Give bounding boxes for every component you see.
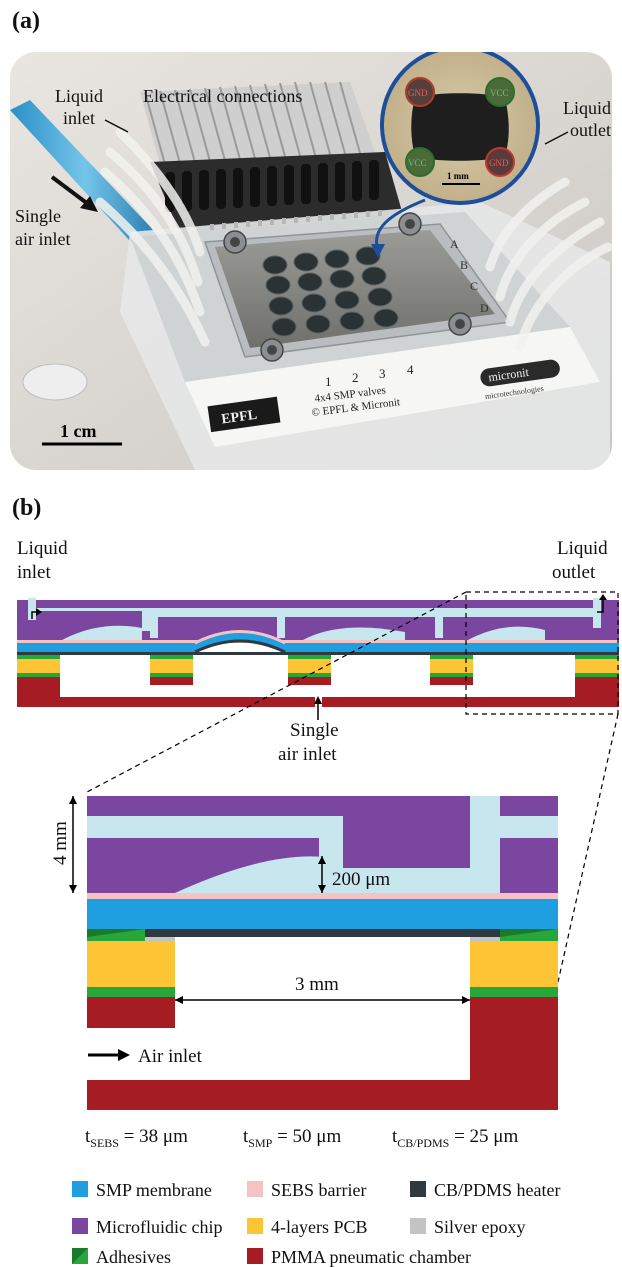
svg-text:A: A <box>450 237 459 251</box>
screws <box>223 212 472 362</box>
overview-channels <box>28 598 601 640</box>
legend-item-sebs-barrier: SEBS barrier <box>247 1180 366 1200</box>
svg-text:PMMA pneumatic chamber: PMMA pneumatic chamber <box>271 1247 471 1267</box>
microscope-inset: GND VCC VCC GND 1 mm <box>380 52 540 205</box>
b-liquid-outlet-label-1: Liquid <box>557 538 608 559</box>
svg-text:D: D <box>480 301 489 315</box>
b-liquid-inlet-label-2: inlet <box>17 562 51 583</box>
column-numbers: 1 2 3 4 <box>325 362 414 389</box>
dim-4mm-label: 4 mm <box>50 821 71 865</box>
single-air-inlet-label-2: air inlet <box>15 229 70 249</box>
cross-section-diagram: Liquid inlet Liquid outlet Single air in… <box>17 538 619 1267</box>
air-inlet-label: Air inlet <box>138 1046 203 1067</box>
epfl-logo: EPFL <box>207 396 281 433</box>
svg-text:EPFL: EPFL <box>221 408 259 428</box>
inset-pointer-arrow <box>375 198 426 251</box>
legend-item-adhesives: Adhesives <box>72 1247 171 1267</box>
svg-text:GND: GND <box>408 88 428 98</box>
panel-b-label: (b) <box>12 495 42 521</box>
air-inlet-arrowhead <box>80 196 98 212</box>
legend: SMP membrane SEBS barrier CB/PDMS heater… <box>72 1180 561 1267</box>
legend-item-microfluidic-chip: Microfluidic chip <box>72 1217 222 1237</box>
svg-text:VCC: VCC <box>490 88 509 98</box>
lens <box>22 363 88 401</box>
legend-item-pmma-chamber: PMMA pneumatic chamber <box>247 1247 471 1267</box>
liquid-inlet-label-1: Liquid <box>55 86 103 106</box>
device-photo: A B C D 1 2 3 4 4x4 SMP valves © EPFL & … <box>10 52 612 470</box>
scale-bar-label: 1 cm <box>60 421 96 441</box>
liquid-inlet-label-2: inlet <box>63 108 95 128</box>
legend-item-silver-epoxy: Silver epoxy <box>410 1217 526 1237</box>
inset-pointer-arrowhead <box>371 244 385 258</box>
detail-pcb-right <box>470 941 558 987</box>
liquid-outlet-tubes <box>485 177 612 352</box>
svg-text:Silver epoxy: Silver epoxy <box>434 1217 526 1237</box>
svg-text:4: 4 <box>407 362 414 377</box>
svg-text:micronit: micronit <box>487 365 530 385</box>
overview-pcb-posts <box>17 655 619 677</box>
b-liquid-inlet-label-1: Liquid <box>17 538 68 559</box>
detail-sebs-barrier <box>87 893 558 899</box>
liquid-outlet-label-1: Liquid <box>563 98 611 118</box>
air-tube <box>10 100 160 252</box>
dim-200um-label: 200 μm <box>332 869 390 890</box>
svg-text:Adhesives: Adhesives <box>96 1247 171 1267</box>
detail-smp-membrane <box>87 899 558 929</box>
svg-text:SMP membrane: SMP membrane <box>96 1180 212 1200</box>
legend-item-4-layers-pcb: 4-layers PCB <box>247 1217 368 1237</box>
svg-text:C: C <box>470 279 478 293</box>
overview-smp-membrane <box>17 631 619 652</box>
b-single-air-label-1: Single <box>290 720 339 741</box>
dim-3mm-label: 3 mm <box>295 974 339 995</box>
valve-grid <box>262 246 399 337</box>
pin-header <box>210 210 382 230</box>
svg-text:4-layers PCB: 4-layers PCB <box>271 1217 368 1237</box>
zoom-line-right <box>557 713 619 983</box>
thickness-cb-pdms: tCB/PDMS = 25 μm <box>392 1126 518 1150</box>
ribbon-cable <box>140 81 405 238</box>
svg-text:2: 2 <box>352 370 359 385</box>
svg-text:B: B <box>460 258 468 272</box>
electrical-connections-label: Electrical connections <box>143 86 302 106</box>
svg-text:VCC: VCC <box>408 158 427 168</box>
liquid-inlet-pointer <box>104 119 129 133</box>
legend-item-cb-pdms-heater: CB/PDMS heater <box>410 1180 561 1200</box>
svg-text:1: 1 <box>325 374 332 389</box>
liquid-inlet-tubes <box>95 127 210 347</box>
single-air-inlet-label-1: Single <box>15 206 61 226</box>
b-single-air-label-2: air inlet <box>278 744 337 765</box>
overview-pneumatic-chamber <box>17 677 619 707</box>
liquid-outlet-label-2: outlet <box>570 120 611 140</box>
svg-text:3: 3 <box>379 366 386 381</box>
liquid-outlet-pointer <box>544 131 569 145</box>
row-letters: A B C D <box>450 237 489 315</box>
thickness-smp: tSMP = 50 μm <box>243 1126 341 1150</box>
thickness-sebs: tSEBS = 38 μm <box>85 1126 188 1150</box>
detail-heater <box>145 929 500 937</box>
zoom-region-box <box>465 591 619 715</box>
b-liquid-outlet-label-2: outlet <box>552 562 596 583</box>
svg-text:1 mm: 1 mm <box>447 171 469 181</box>
thickness-annotations: tSEBS = 38 μm tSMP = 50 μm tCB/PDMS = 25… <box>85 1126 518 1150</box>
svg-text:Microfluidic chip: Microfluidic chip <box>96 1217 222 1237</box>
detail-pneumatic-chamber <box>87 997 558 1110</box>
detail-pcb-left <box>87 941 175 987</box>
overview-cross-section <box>17 594 619 720</box>
svg-text:CB/PDMS heater: CB/PDMS heater <box>434 1180 561 1200</box>
chip-label-strip <box>185 327 600 447</box>
panel-a-label: (a) <box>12 8 40 34</box>
svg-text:GND: GND <box>489 158 509 168</box>
detail-cross-section <box>87 796 558 1110</box>
legend-item-smp-membrane: SMP membrane <box>72 1180 212 1200</box>
svg-text:SEBS barrier: SEBS barrier <box>271 1180 366 1200</box>
